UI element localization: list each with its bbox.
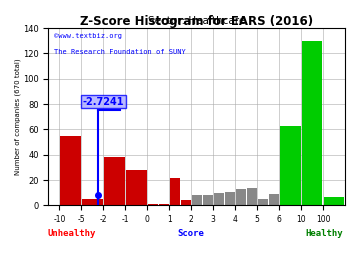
- Bar: [60, 136, 81, 205]
- Bar: [247, 188, 257, 205]
- Title: Z-Score Histogram for EARS (2016): Z-Score Histogram for EARS (2016): [80, 15, 313, 28]
- Bar: [280, 126, 301, 205]
- Bar: [258, 199, 267, 205]
- Bar: [192, 195, 202, 205]
- Bar: [236, 189, 246, 205]
- Bar: [126, 170, 147, 205]
- Bar: [181, 200, 191, 205]
- Y-axis label: Number of companies (670 total): Number of companies (670 total): [15, 58, 22, 175]
- Bar: [159, 204, 169, 205]
- Text: The Research Foundation of SUNY: The Research Foundation of SUNY: [54, 49, 186, 55]
- Bar: [170, 178, 180, 205]
- Bar: [302, 41, 323, 205]
- Bar: [148, 204, 158, 205]
- Bar: [324, 197, 345, 205]
- Text: Sector: Healthcare: Sector: Healthcare: [148, 16, 245, 26]
- Bar: [269, 194, 279, 205]
- Text: Score: Score: [177, 228, 204, 238]
- Bar: [104, 157, 125, 205]
- Text: Unhealthy: Unhealthy: [48, 228, 96, 238]
- Bar: [203, 195, 213, 205]
- Text: Healthy: Healthy: [305, 228, 343, 238]
- Bar: [214, 193, 224, 205]
- Bar: [82, 199, 103, 205]
- Text: -2.7241: -2.7241: [82, 97, 124, 107]
- Bar: [225, 191, 235, 205]
- Text: ©www.textbiz.org: ©www.textbiz.org: [54, 33, 122, 39]
